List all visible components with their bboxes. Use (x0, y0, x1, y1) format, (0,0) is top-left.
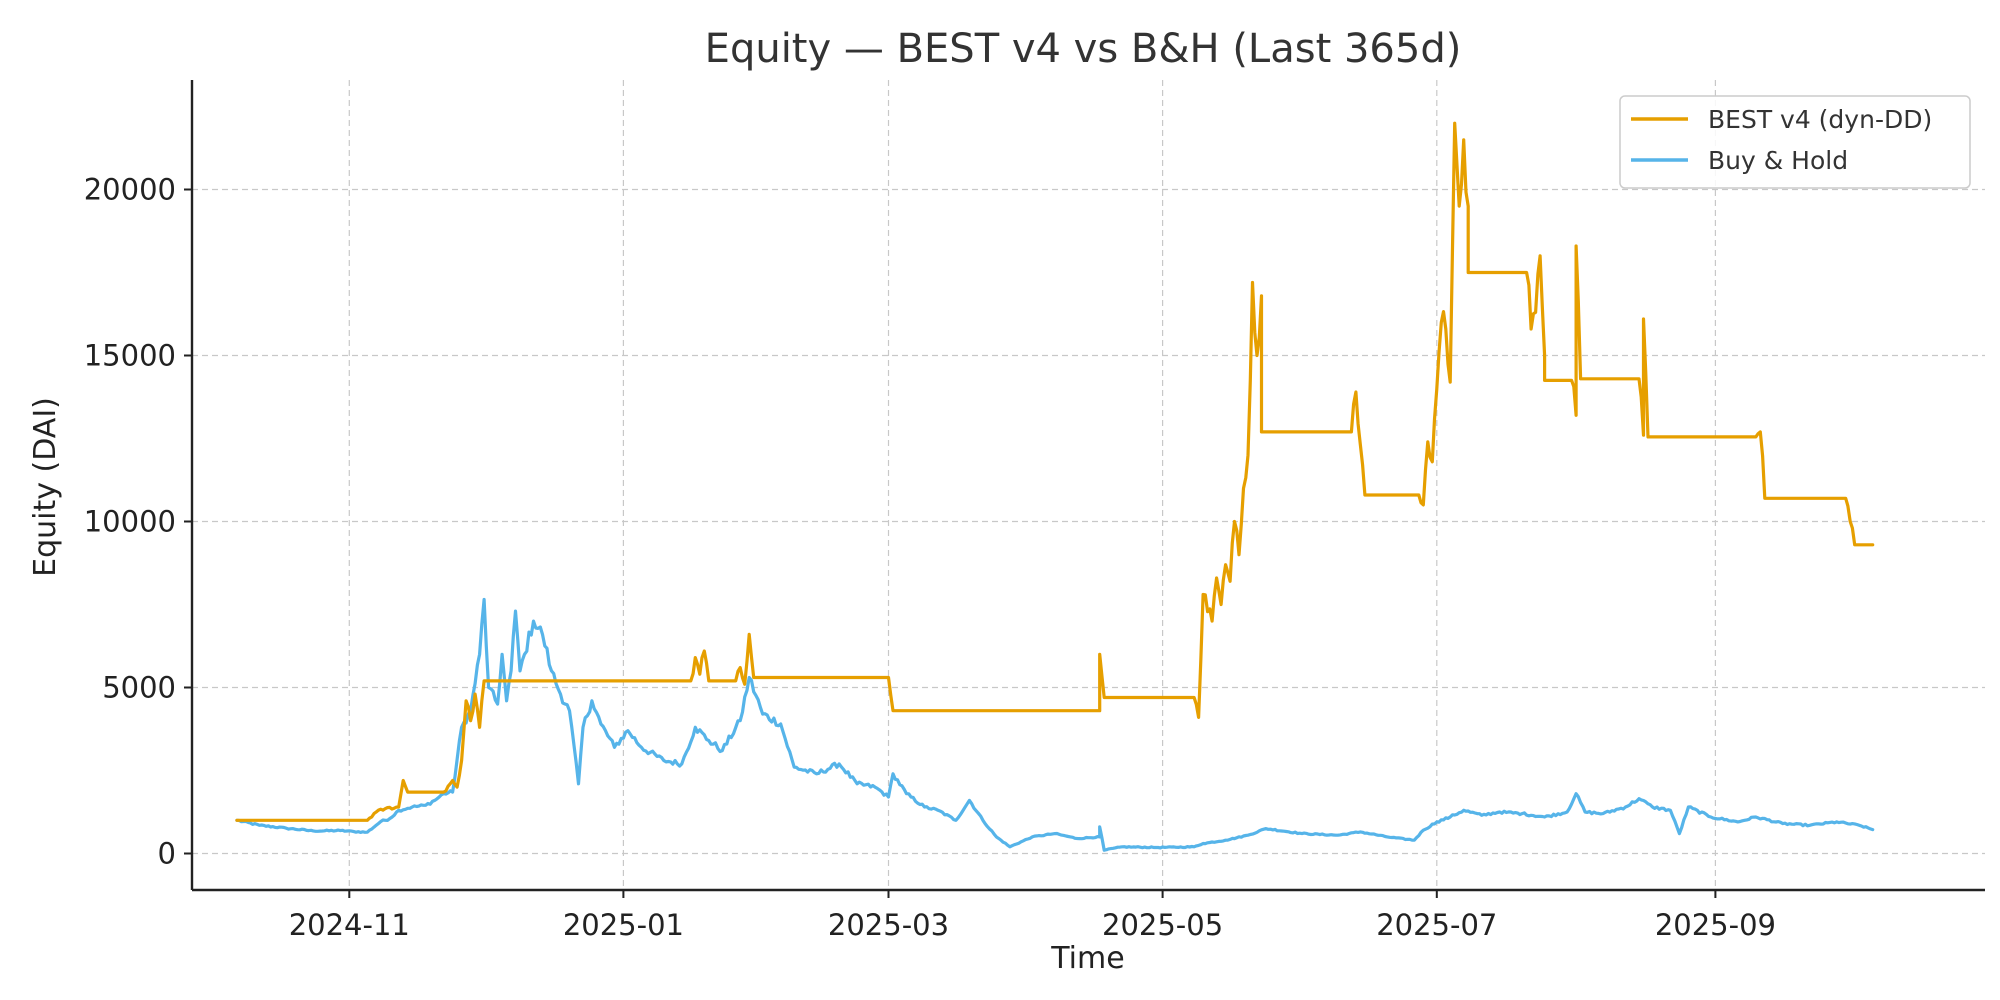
series-line-buy-hold (235, 597, 1875, 852)
y-tick-label: 20000 (84, 173, 176, 207)
y-tick-label: 5000 (102, 671, 176, 705)
series-lines (235, 121, 1875, 852)
x-tick-label: 2025-03 (828, 908, 949, 942)
y-tick-label: 15000 (84, 339, 176, 373)
x-tick-label: 2025-01 (563, 908, 684, 942)
x-axis-title: Time (1050, 941, 1124, 976)
y-axis-title: Equity (DAI) (28, 397, 63, 577)
x-tick-label: 2025-07 (1376, 908, 1497, 942)
series-line-best-v4 (235, 121, 1875, 822)
chart-title: Equity — BEST v4 vs B&H (Last 365d) (705, 26, 1462, 72)
axis-ticks: 2024-11 2025-01 2025-03 2025-05 2025-07 2025-… (84, 173, 1776, 943)
x-tick-label: 2025-05 (1102, 908, 1223, 942)
legend-box (1619, 95, 1971, 189)
grid-lines (192, 80, 1985, 890)
legend-label-buy-hold: Buy & Hold (1708, 146, 1848, 175)
x-tick-label: 2024-11 (289, 908, 410, 942)
legend-label-best-v4: BEST v4 (dyn-DD) (1708, 105, 1932, 134)
legend: BEST v4 (dyn-DD) Buy & Hold (1619, 95, 1971, 189)
y-tick-label: 0 (158, 837, 176, 871)
y-tick-label: 10000 (84, 505, 176, 539)
x-tick-label: 2025-09 (1655, 908, 1776, 942)
